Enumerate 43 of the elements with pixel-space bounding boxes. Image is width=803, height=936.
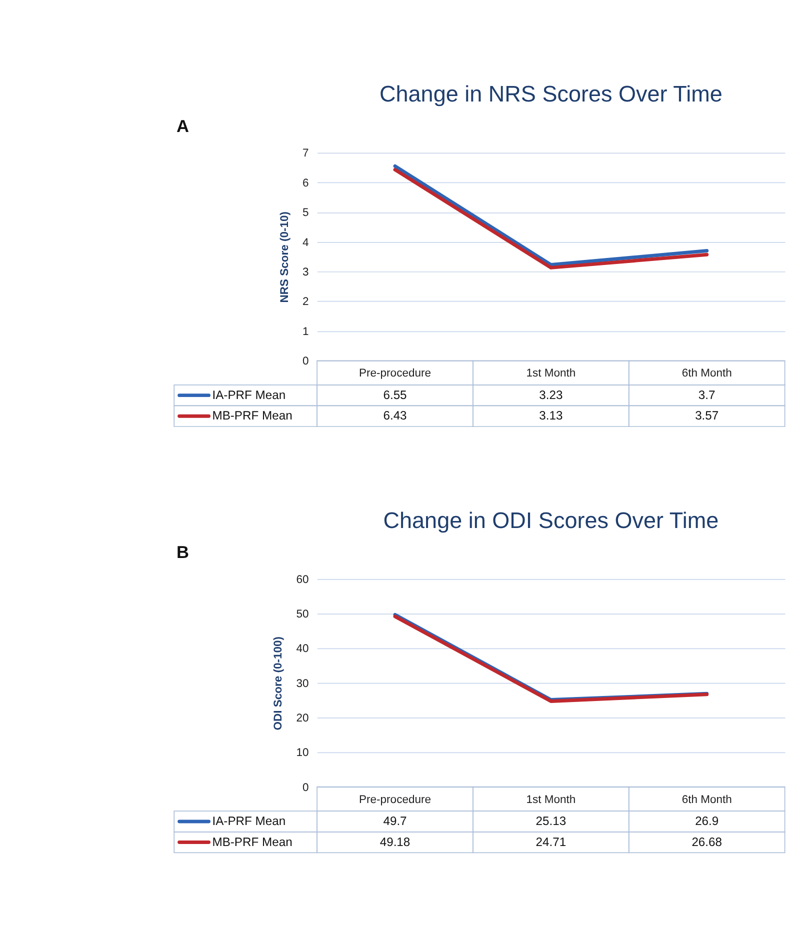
y-tick-label: 10 (296, 747, 309, 760)
x-tick-label: 6th Month (682, 794, 732, 806)
data-label: 49.7 (383, 814, 408, 828)
y-tick-label: 60 (296, 574, 309, 586)
x-tick-label: 1st Month (526, 794, 576, 806)
legend-label: IA-PRF Mean (212, 814, 286, 828)
y-tick-label: 7 (302, 148, 309, 160)
y-tick-label: 40 (296, 643, 309, 656)
data-label: 3.23 (539, 388, 563, 402)
y-tick-label: 2 (302, 296, 309, 308)
y-tick-label: 50 (296, 608, 309, 621)
y-tick-label: 30 (296, 678, 309, 690)
x-tick-label: Pre-procedure (359, 794, 431, 806)
data-label: 3.57 (695, 408, 719, 423)
x-tick-label: 6th Month (682, 368, 732, 380)
x-tick-label: Pre-procedure (359, 368, 431, 380)
data-label: 25.13 (536, 814, 566, 828)
y-tick-label: 1 (302, 326, 309, 338)
data-label: 24.71 (536, 834, 566, 849)
chart-title: Change in ODI Scores Over Time (383, 508, 719, 533)
data-label: 3.13 (539, 408, 563, 423)
x-tick-label: 1st Month (526, 368, 576, 380)
y-tick-label: 3 (302, 266, 309, 278)
y-tick-label: 0 (302, 782, 309, 794)
y-tick-label: 6 (302, 177, 309, 190)
text: B (176, 542, 190, 562)
chart-title: Change in NRS Scores Over Time (379, 82, 722, 107)
y-axis-title: ODI Score (0-100) (272, 636, 285, 730)
y-tick-label: 4 (302, 236, 309, 249)
legend-label: IA-PRF Mean (212, 388, 286, 402)
data-label: 49.18 (380, 834, 410, 849)
data-label: 6.43 (383, 408, 408, 423)
data-label: 26.9 (695, 814, 719, 828)
data-label: 3.7 (698, 388, 716, 402)
text: A (176, 116, 190, 136)
legend-label: MB-PRF Mean (212, 834, 292, 849)
y-tick-label: 20 (296, 712, 309, 724)
y-tick-label: 5 (302, 207, 309, 220)
legend-label: MB-PRF Mean (212, 408, 292, 423)
data-label: 26.68 (692, 834, 722, 849)
data-label: 6.55 (383, 388, 408, 402)
y-axis-title: NRS Score (0-10) (278, 211, 291, 303)
y-tick-label: 0 (302, 356, 309, 368)
